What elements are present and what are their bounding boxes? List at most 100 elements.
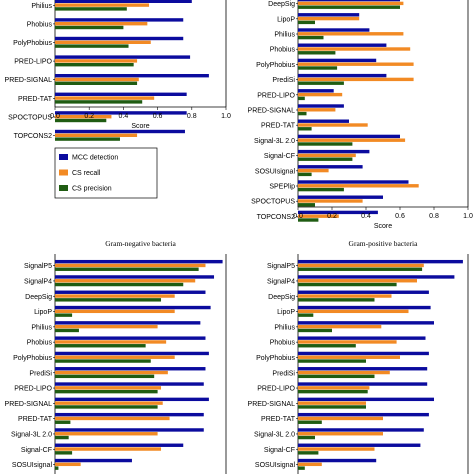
- bar: [55, 7, 127, 11]
- bar: [298, 127, 312, 131]
- category-label: PolyPhobius: [13, 355, 52, 362]
- bar: [298, 267, 423, 271]
- bar: [55, 18, 184, 22]
- bar: [55, 428, 204, 432]
- bar: [55, 324, 158, 329]
- bar: [55, 115, 112, 119]
- bar: [55, 22, 148, 26]
- category-label: PrediSi: [29, 370, 52, 377]
- bar: [55, 282, 184, 287]
- bar: [55, 81, 138, 85]
- bar: [55, 36, 184, 41]
- bar: [55, 100, 143, 104]
- bar: [298, 184, 419, 188]
- bar: [298, 290, 429, 294]
- bar: [55, 77, 139, 82]
- bar: [298, 313, 314, 317]
- bar: [298, 58, 377, 63]
- bar: [298, 428, 424, 432]
- category-label: Signal-CF: [264, 447, 295, 454]
- bar: [55, 44, 129, 48]
- bar: [298, 92, 343, 97]
- bar: [55, 389, 158, 394]
- bar: [55, 267, 199, 271]
- bar: [298, 157, 353, 161]
- bar: [55, 137, 120, 141]
- bar: [55, 111, 187, 115]
- bar: [298, 51, 336, 55]
- bar: [298, 367, 428, 371]
- category-label: PolyPhobius: [256, 355, 295, 362]
- category-label: Phobius: [27, 21, 53, 28]
- bar: [298, 355, 400, 359]
- bar: [55, 420, 71, 424]
- bar: [298, 203, 315, 207]
- bar: [55, 466, 59, 470]
- bar: [298, 458, 377, 463]
- bar: [55, 263, 206, 268]
- x-tick-label: 0.6: [395, 213, 405, 220]
- bar: [55, 351, 209, 356]
- bar: [298, 405, 366, 409]
- category-label: LipoP: [34, 309, 52, 316]
- bar: [298, 218, 319, 222]
- bar: [298, 432, 383, 436]
- bar: [298, 416, 383, 421]
- bar: [298, 134, 400, 139]
- category-label: Signal-CF: [21, 447, 52, 454]
- category-label: SOSUIsignal: [255, 462, 296, 469]
- bar: [55, 0, 192, 4]
- bar: [298, 81, 344, 85]
- legend-frame: [54, 147, 158, 199]
- bar: [298, 305, 431, 310]
- bar: [298, 462, 322, 467]
- bar: [298, 66, 338, 70]
- bar: [55, 370, 168, 375]
- bar: [55, 55, 191, 59]
- bar: [298, 443, 421, 447]
- bar: [55, 321, 201, 325]
- category-label: SignalP5: [267, 263, 295, 270]
- legend-swatch: [59, 185, 68, 191]
- category-label: SignalP4: [24, 278, 52, 285]
- bar: [298, 111, 307, 116]
- category-label: PRED-TAT: [18, 416, 53, 423]
- bar: [298, 172, 312, 177]
- bar: [55, 96, 155, 100]
- category-label: Phobius: [270, 340, 296, 347]
- category-label: PolyPhobius: [256, 62, 295, 69]
- x-tick-label: 0.2: [84, 113, 94, 120]
- legend-label: CS precision: [72, 186, 112, 193]
- x-tick-label: 1.0: [221, 113, 231, 120]
- category-label: PRED-TAT: [18, 96, 53, 103]
- bar: [298, 451, 319, 455]
- bar: [55, 344, 146, 348]
- bar: [55, 74, 209, 78]
- bar: [298, 187, 344, 192]
- category-label: Signal-CF: [264, 153, 295, 160]
- bar: [298, 77, 414, 82]
- bar: [298, 168, 329, 173]
- bar: [298, 73, 387, 78]
- category-label: PRED-SIGNAL: [5, 401, 53, 408]
- bar: [298, 149, 370, 154]
- bar: [298, 447, 375, 451]
- panel-top-left: Philius Phobius PolyPhobius PRED-LIPO PRED-S…: [5, 0, 231, 141]
- bar: [55, 40, 151, 44]
- bar: [55, 92, 187, 96]
- bar: [55, 294, 175, 298]
- bar: [55, 63, 134, 67]
- category-label: PrediSi: [272, 77, 295, 84]
- category-label: PrediSi: [272, 370, 295, 377]
- bar: [55, 25, 124, 30]
- bar: [55, 359, 151, 363]
- bar: [298, 370, 390, 375]
- panel-title: Gram-positive bacteria: [349, 239, 419, 248]
- legend-label: CS recall: [72, 170, 101, 177]
- bar: [298, 20, 315, 25]
- category-label: SignalP5: [24, 263, 52, 270]
- x-tick-label: 1.0: [463, 213, 473, 220]
- category-label: Phobius: [270, 47, 296, 54]
- category-label: DeepSig: [268, 294, 295, 301]
